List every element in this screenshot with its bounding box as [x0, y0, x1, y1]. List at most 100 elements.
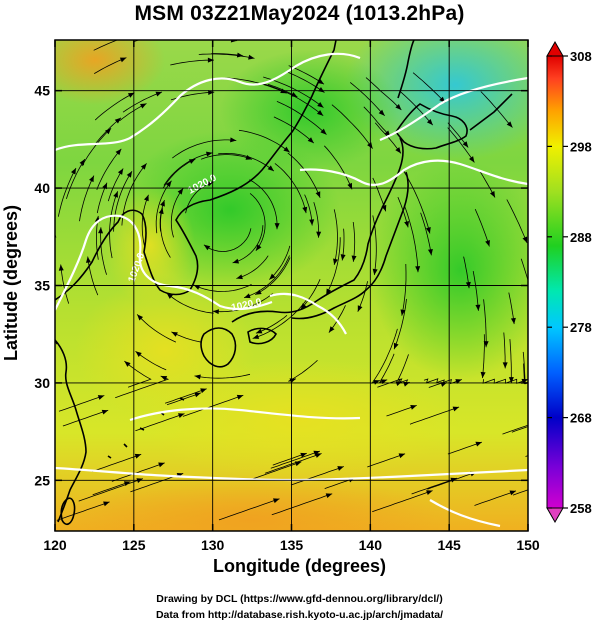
streamline-arrow: [273, 498, 280, 504]
streamline: [163, 152, 213, 186]
y-tick-label: 40: [34, 180, 50, 196]
colorbar-max-triangle: [546, 40, 564, 57]
streamline: [404, 205, 419, 273]
streamline: [447, 127, 475, 163]
streamline-arrow: [294, 461, 302, 467]
streamline: [96, 148, 122, 191]
streamline-arrow: [124, 361, 131, 367]
streamline: [372, 490, 433, 513]
streamline: [79, 175, 95, 222]
streamline: [397, 354, 410, 385]
streamline: [60, 264, 70, 304]
streamline: [232, 225, 264, 264]
streamline-arrow: [522, 236, 528, 243]
streamline: [378, 353, 395, 384]
streamline: [472, 271, 479, 311]
streamline-arrow: [404, 220, 409, 228]
streamline: [218, 498, 280, 521]
streamline-arrow: [43, 314, 50, 321]
streamline: [331, 104, 373, 149]
streamline: [288, 65, 325, 85]
colorbar-tick-label: 288: [570, 230, 592, 245]
streamline-arrow: [400, 309, 406, 316]
y-tick-label: 45: [34, 83, 50, 99]
streamline: [264, 453, 322, 474]
streamline-arrow: [232, 258, 240, 264]
chart-title: MSM 03Z21May2024 (1013.2hPa): [134, 2, 465, 25]
streamline-arrow: [166, 293, 173, 299]
colorbar: 258 268 278 288 298 308: [546, 40, 592, 524]
streamline: [170, 188, 184, 238]
streamline-arrow: [290, 91, 298, 97]
y-tick-label: 25: [34, 472, 50, 488]
streamline: [87, 256, 99, 296]
streamline-arrow: [300, 303, 307, 310]
streamline-arrow: [567, 472, 574, 479]
streamline-arrow: [236, 52, 244, 58]
streamline-arrow: [255, 328, 263, 334]
streamline-arrow: [137, 314, 144, 321]
streamline: [109, 191, 119, 259]
streamline: [447, 441, 483, 455]
streamline: [522, 351, 528, 385]
streamline-arrow: [315, 191, 321, 198]
streamline-arrow: [317, 78, 324, 85]
streamline-arrow: [123, 481, 131, 486]
streamline: [263, 76, 324, 108]
streamline-arrow: [533, 377, 538, 383]
colorbar-tick-label: 278: [570, 320, 592, 335]
streamline-arrow: [245, 155, 252, 160]
streamline: [300, 279, 321, 310]
streamline-arrow: [244, 293, 251, 299]
streamline: [290, 466, 344, 486]
streamline: [285, 71, 325, 93]
streamline-arrow: [372, 268, 378, 276]
streamline: [172, 139, 237, 159]
streamline-arrow: [207, 57, 214, 63]
y-axis-ticks: 25 30 35 40 45: [34, 83, 528, 488]
streamline: [480, 91, 513, 128]
streamline-arrow: [194, 392, 201, 398]
streamline-arrow: [426, 118, 433, 126]
streamline-arrow: [98, 227, 104, 234]
streamline: [428, 378, 462, 388]
streamline-arrow: [381, 204, 387, 212]
streamline-arrow: [480, 371, 486, 379]
streamline-arrow: [576, 434, 583, 441]
streamline-arrow: [452, 406, 460, 412]
pressure-contours: [55, 52, 528, 528]
temperature-field: 1020.0 1020.0 1020.0: [43, 40, 583, 531]
streamline-arrow: [140, 163, 147, 170]
streamline: [193, 283, 252, 292]
streamline-arrow: [269, 273, 276, 280]
credit-drawing: Drawing by DCL (https://www.gfd-dennou.o…: [156, 593, 443, 605]
streamline: [412, 72, 446, 104]
streamline-arrow: [177, 188, 184, 195]
streamline-arrow: [316, 109, 324, 116]
streamline-arrow: [158, 207, 164, 215]
streamline-arrow: [193, 285, 201, 290]
streamline-arrow: [506, 121, 513, 128]
streamline-arrow: [155, 91, 162, 97]
streamline: [255, 314, 288, 334]
streamline-arrow: [502, 362, 508, 369]
streamline-arrow: [267, 165, 274, 172]
streamline-arrow: [105, 128, 112, 135]
streamline: [162, 158, 196, 189]
streamline-arrow: [317, 101, 324, 108]
streamline-arrow: [114, 117, 121, 124]
streamline: [401, 263, 407, 316]
streamline-arrow: [134, 453, 142, 459]
colorbar-min-triangle: [546, 507, 564, 524]
streamline-arrow: [320, 128, 327, 135]
streamline: [141, 194, 149, 246]
streamline-arrow: [207, 181, 214, 187]
streamline: [100, 227, 107, 275]
streamline-arrow: [373, 380, 380, 385]
streamline-arrow: [393, 342, 399, 350]
streamline-arrow: [283, 146, 290, 153]
streamline: [409, 406, 460, 425]
streamline: [474, 490, 517, 506]
streamline-arrow: [89, 175, 94, 183]
